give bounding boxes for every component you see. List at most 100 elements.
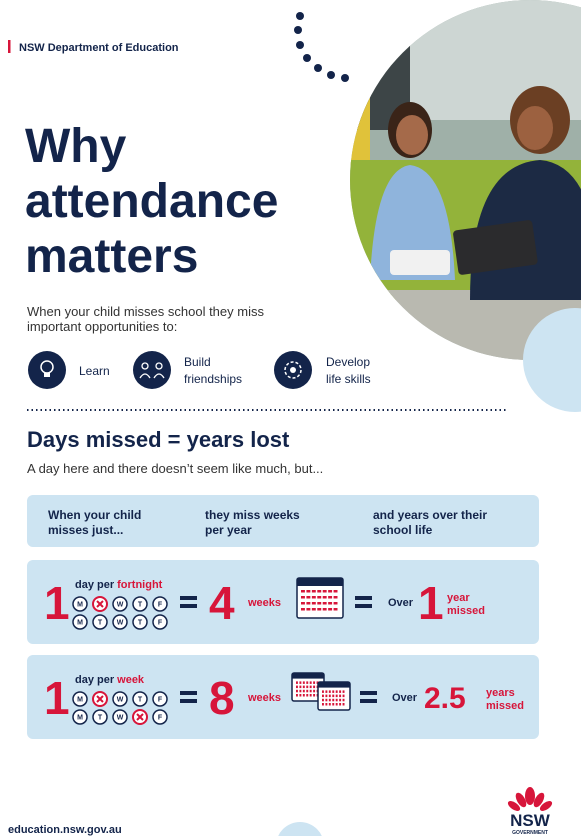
footer-url: education.nsw.gov.au bbox=[8, 824, 122, 836]
logo-subtext: GOVERNMENT bbox=[512, 830, 548, 836]
infographic: NSW Department of Education Why attendan… bbox=[0, 0, 581, 836]
calendar-cell bbox=[313, 690, 315, 693]
intro: important opportunities to: bbox=[27, 319, 177, 334]
calendar-cell bbox=[296, 694, 298, 697]
equals-sign bbox=[180, 699, 197, 703]
unit-prefix: day per bbox=[75, 579, 115, 591]
calendar-cell bbox=[334, 590, 338, 593]
equals-sign bbox=[355, 604, 372, 608]
unit: fortnight bbox=[117, 579, 163, 591]
calendar-top bbox=[297, 578, 343, 586]
calendar-cell bbox=[312, 602, 316, 605]
weekday-letter: F bbox=[158, 602, 163, 609]
days-number: 1 bbox=[44, 577, 70, 629]
opportunity-label: life skills bbox=[326, 372, 371, 386]
column-header: misses just... bbox=[48, 523, 123, 537]
column-header: and years over their bbox=[373, 508, 487, 522]
weeks-number: 8 bbox=[209, 672, 235, 724]
calendar-cell bbox=[317, 608, 321, 611]
calendar-cell bbox=[312, 608, 316, 611]
calendar-cell bbox=[299, 686, 301, 689]
calendar-cell bbox=[306, 602, 310, 605]
title-line: Why bbox=[25, 120, 127, 173]
calendar-cell bbox=[322, 699, 324, 702]
calendar-cell bbox=[325, 703, 327, 706]
calendar-cell bbox=[299, 690, 301, 693]
weekday-letter: T bbox=[98, 715, 103, 722]
years-number: 1 bbox=[418, 577, 444, 629]
calendar-cell bbox=[334, 602, 338, 605]
calendar-cell bbox=[310, 681, 312, 684]
calendar-cell bbox=[323, 602, 327, 605]
weekday-letter: W bbox=[117, 715, 124, 722]
weekday-letter: W bbox=[117, 602, 124, 609]
weekday-letter: M bbox=[77, 620, 83, 627]
weeks-number: 4 bbox=[209, 577, 235, 629]
calendar-cell bbox=[299, 681, 301, 684]
weekday-letter: T bbox=[98, 620, 103, 627]
calendar-cell bbox=[339, 690, 341, 693]
calendar-cell bbox=[329, 699, 331, 702]
section-title: Days missed = years lost bbox=[27, 427, 290, 452]
calendar-cell bbox=[317, 590, 321, 593]
equals-sign bbox=[355, 596, 372, 600]
calendar-cell bbox=[303, 681, 305, 684]
equals-sign bbox=[180, 604, 197, 608]
calendar-cell bbox=[336, 695, 338, 698]
column-header: they miss weeks bbox=[205, 508, 300, 522]
calendar-cell bbox=[325, 690, 327, 693]
over-label: Over bbox=[388, 597, 414, 609]
calendar-cell bbox=[323, 596, 327, 599]
calendar-cell bbox=[336, 699, 338, 702]
calendar-cell bbox=[322, 690, 324, 693]
calendar-cell bbox=[323, 608, 327, 611]
weeks-label: weeks bbox=[247, 597, 281, 609]
calendar-cell bbox=[325, 695, 327, 698]
calendar-cell bbox=[310, 686, 312, 689]
equals-sign bbox=[180, 596, 197, 600]
calendar-cell bbox=[336, 703, 338, 706]
calendar-cell bbox=[343, 690, 345, 693]
calendar-cell bbox=[336, 690, 338, 693]
opportunity-label: friendships bbox=[184, 372, 242, 386]
calendar-cell bbox=[306, 686, 308, 689]
years-label: missed bbox=[486, 700, 524, 712]
calendar-cell bbox=[339, 695, 341, 698]
calendar-cell bbox=[299, 694, 301, 697]
calendar-cell bbox=[301, 590, 305, 593]
weekday-letter: W bbox=[117, 697, 124, 704]
calendar-top bbox=[292, 673, 324, 679]
opportunity-label: Learn bbox=[79, 364, 110, 378]
weekday-letter: F bbox=[158, 715, 163, 722]
calendar-cell bbox=[328, 602, 332, 605]
weekday-letter: T bbox=[138, 620, 143, 627]
calendar-cell bbox=[332, 699, 334, 702]
calendar-cell bbox=[306, 690, 308, 693]
weekday-letter: F bbox=[158, 697, 163, 704]
calendar-cell bbox=[313, 686, 315, 689]
over-label: Over bbox=[392, 692, 418, 704]
weekday-letter: M bbox=[77, 602, 83, 609]
logo-text: NSW bbox=[510, 811, 551, 830]
calendar-cell bbox=[303, 694, 305, 697]
days-unit: day perfortnight bbox=[75, 579, 163, 591]
calendar-cell bbox=[332, 695, 334, 698]
calendar-cell bbox=[328, 608, 332, 611]
calendar-cell bbox=[339, 703, 341, 706]
calendar-cell bbox=[310, 690, 312, 693]
calendar-cell bbox=[306, 681, 308, 684]
years-label: years bbox=[486, 687, 515, 699]
title-line: attendance bbox=[25, 175, 278, 228]
weekday-letter: W bbox=[117, 620, 124, 627]
column-header: When your child bbox=[48, 508, 141, 522]
unit: week bbox=[116, 674, 145, 686]
calendar-cell bbox=[334, 596, 338, 599]
calendar-cell bbox=[303, 686, 305, 689]
calendar-cell bbox=[317, 596, 321, 599]
opportunity-label: Develop bbox=[326, 355, 370, 369]
header-bar bbox=[8, 40, 11, 53]
calendar-cell bbox=[328, 590, 332, 593]
